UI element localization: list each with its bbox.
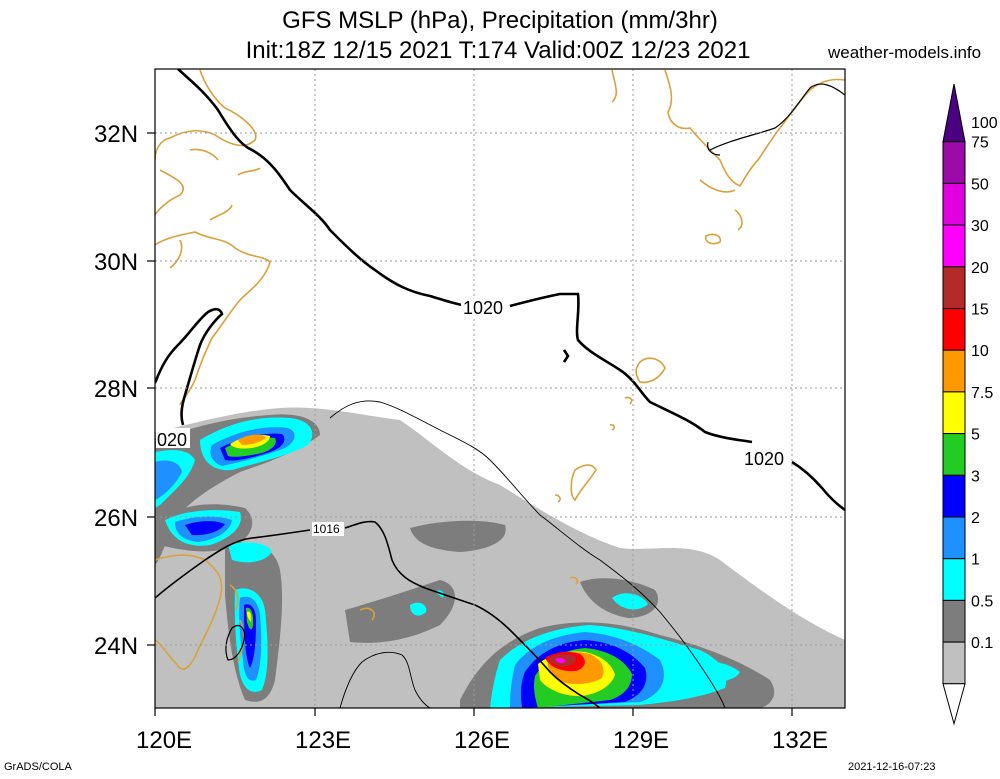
isobar-1020-west	[155, 307, 224, 426]
lon-label: 120E	[136, 727, 192, 754]
colorbar-label: 50	[971, 176, 989, 193]
colorbar-label: 30	[971, 218, 989, 235]
colorbar-label: 20	[971, 260, 989, 277]
colorbar-swatch	[942, 308, 966, 351]
colorbar-swatch	[942, 599, 966, 643]
colorbar-swatch	[942, 641, 966, 685]
colorbar-swatch	[942, 516, 966, 560]
colorbar-swatch	[942, 266, 966, 309]
lat-label: 24N	[94, 633, 138, 660]
colorbar-swatch	[942, 433, 966, 476]
axis-ticks	[147, 132, 793, 716]
precip-layer-30	[555, 657, 566, 664]
isobar-thin-north	[329, 400, 726, 708]
chart-title: GFS MSLP (hPa), Precipitation (mm/3hr)	[282, 7, 718, 34]
map-content	[155, 69, 845, 708]
colorbar-label: 10	[971, 343, 989, 360]
colorbar-label: 0.5	[971, 593, 993, 610]
lon-label: 123E	[295, 727, 351, 754]
lon-label: 132E	[772, 727, 828, 754]
colorbar-swatch	[942, 141, 966, 184]
colorbar-label: 3	[971, 468, 980, 485]
isobar-label-1016: 1016	[313, 522, 340, 536]
footer-timestamp: 2021-12-16-07:23	[848, 761, 936, 773]
colorbar-swatch	[942, 349, 966, 393]
graticule	[155, 69, 845, 708]
lat-label: 30N	[94, 249, 138, 276]
lat-label: 28N	[94, 376, 138, 403]
colorbar: 100 75 50 30 20 15 10 7.5 5 3 2 1 0.5 0.1	[942, 83, 998, 726]
colorbar-label: 0.1	[971, 635, 993, 652]
colorbar-swatch	[942, 474, 966, 518]
colorbar-label: 1	[971, 552, 980, 569]
lat-label: 26N	[94, 505, 138, 532]
isobar-thin-south	[339, 651, 431, 708]
colorbar-label: 15	[971, 302, 989, 319]
colorbar-cap-bottom	[942, 683, 966, 726]
isobar-1020-main	[177, 69, 845, 512]
isobar-1016	[155, 520, 601, 708]
isobar-label-1020-b: 1020	[744, 449, 784, 469]
lon-label: 126E	[454, 727, 510, 754]
lon-labels: 120E 123E 126E 129E 132E	[136, 727, 828, 754]
isobar-label-1020-a: 1020	[463, 298, 503, 318]
isobar-1020-east	[709, 83, 845, 151]
colorbar-label: 2	[971, 510, 980, 527]
isobar-thin-east	[707, 141, 721, 156]
chart-subtitle: Init:18Z 12/15 2021 T:174 Valid:00Z 12/2…	[245, 37, 751, 64]
colorbar-swatch	[942, 224, 966, 268]
isobar-label-1020-c: 020	[157, 430, 187, 450]
colorbar-swatch	[942, 391, 966, 435]
isobars	[155, 69, 845, 708]
lon-label: 129E	[613, 727, 669, 754]
lat-label: 32N	[94, 121, 138, 148]
colorbar-label: 75	[971, 135, 989, 152]
isobar-thin-west	[225, 625, 245, 661]
colorbar-cap-top	[942, 83, 966, 143]
colorbar-label: 7.5	[971, 385, 993, 402]
footer-software: GrADS/COLA	[4, 761, 72, 773]
colorbar-swatch	[942, 182, 966, 226]
colorbar-swatch	[942, 558, 966, 601]
site-label: weather-models.info	[828, 43, 982, 62]
lat-labels: 32N 30N 28N 26N 24N	[94, 121, 138, 660]
colorbar-label: 5	[971, 427, 980, 444]
colorbar-label: 100	[971, 115, 998, 132]
